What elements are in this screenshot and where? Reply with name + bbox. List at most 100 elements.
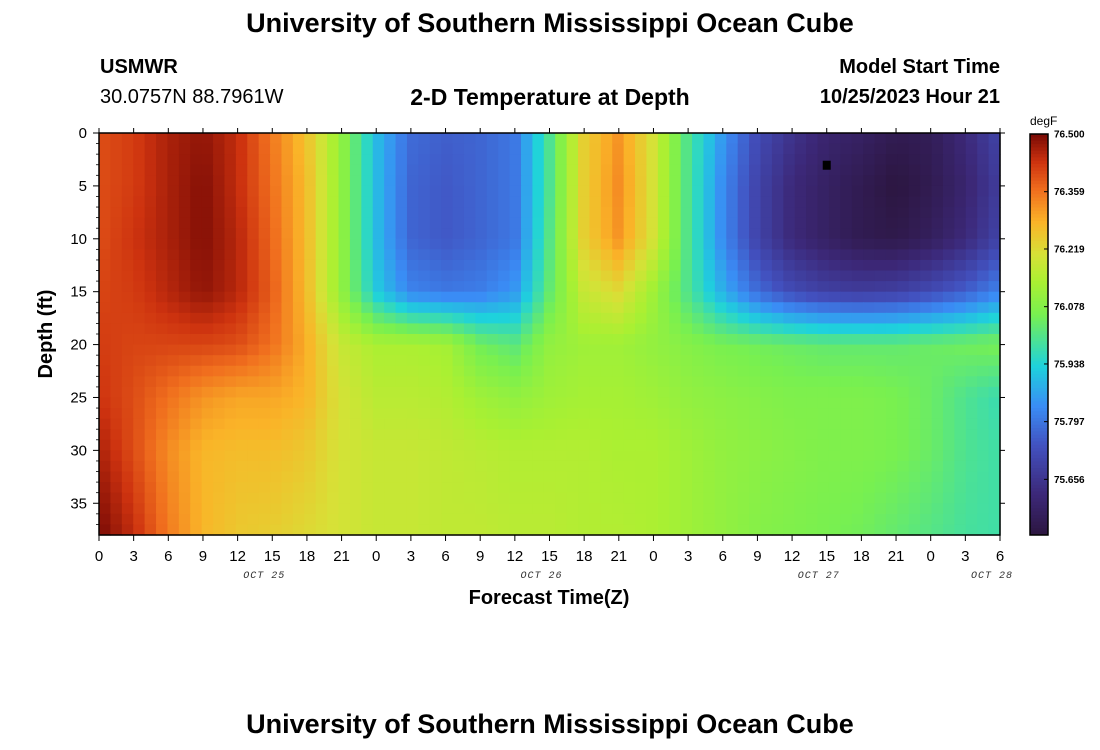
heatmap-cell bbox=[156, 185, 169, 198]
heatmap-cell bbox=[258, 291, 271, 303]
heatmap-cell bbox=[327, 154, 340, 166]
heatmap-cell bbox=[213, 196, 226, 208]
heatmap-cell bbox=[110, 133, 123, 145]
heatmap-cell bbox=[931, 376, 944, 388]
heatmap-cell bbox=[520, 439, 533, 451]
heatmap-cell bbox=[578, 143, 591, 155]
heatmap-cell bbox=[954, 270, 967, 282]
heatmap-cell bbox=[931, 355, 944, 367]
heatmap-cell bbox=[863, 344, 876, 356]
heatmap-cell bbox=[190, 439, 203, 451]
heatmap-cell bbox=[680, 376, 693, 388]
heatmap-cell bbox=[897, 344, 910, 356]
heatmap-cell bbox=[498, 207, 511, 219]
heatmap-cell bbox=[190, 249, 203, 261]
heatmap-cell bbox=[498, 429, 511, 441]
heatmap-cell bbox=[486, 249, 499, 261]
heatmap-cell bbox=[851, 259, 864, 272]
heatmap-cell bbox=[372, 492, 385, 504]
heatmap-cell bbox=[726, 450, 739, 462]
heatmap-cell bbox=[692, 386, 705, 399]
heatmap-cell bbox=[304, 524, 317, 536]
heatmap-cell bbox=[771, 259, 784, 272]
heatmap-cell bbox=[749, 365, 762, 377]
heatmap-cell bbox=[794, 196, 807, 208]
heatmap-cell bbox=[133, 281, 146, 293]
heatmap-cell bbox=[920, 418, 933, 430]
heatmap-cell bbox=[167, 513, 180, 526]
heatmap-cell bbox=[692, 164, 705, 176]
heatmap-cell bbox=[623, 196, 636, 208]
heatmap-cell bbox=[281, 302, 294, 314]
heatmap-cell bbox=[680, 207, 693, 219]
heatmap-cell bbox=[156, 365, 169, 377]
heatmap-cell bbox=[509, 312, 522, 325]
heatmap-cell bbox=[475, 365, 488, 377]
heatmap-cell bbox=[703, 281, 716, 293]
heatmap-cell bbox=[965, 207, 978, 219]
heatmap-cell bbox=[623, 238, 636, 250]
heatmap-cell bbox=[463, 270, 476, 282]
heatmap-cell bbox=[418, 175, 431, 187]
heatmap-cell bbox=[281, 334, 294, 346]
heatmap-cell bbox=[532, 429, 545, 441]
heatmap-cell bbox=[669, 281, 682, 293]
heatmap-cell bbox=[908, 259, 921, 272]
heatmap-cell bbox=[874, 513, 887, 526]
heatmap-cell bbox=[178, 270, 191, 282]
heatmap-cell bbox=[680, 492, 693, 504]
heatmap-cell bbox=[931, 482, 944, 494]
heatmap-cell bbox=[874, 312, 887, 325]
heatmap-cell bbox=[498, 196, 511, 208]
heatmap-cell bbox=[897, 429, 910, 441]
colorbar-segment bbox=[1030, 227, 1048, 232]
heatmap-cell bbox=[156, 450, 169, 462]
heatmap-cell bbox=[578, 312, 591, 325]
heatmap-cell bbox=[863, 408, 876, 420]
heatmap-cell bbox=[669, 238, 682, 250]
heatmap-cell bbox=[475, 207, 488, 219]
x-tick-label: 18 bbox=[853, 548, 870, 565]
heatmap-cell bbox=[828, 217, 841, 229]
heatmap-cell bbox=[828, 270, 841, 282]
colorbar-segment bbox=[1030, 247, 1048, 252]
heatmap-cell bbox=[167, 376, 180, 388]
heatmap-cell bbox=[156, 323, 169, 335]
heatmap-cell bbox=[498, 503, 511, 515]
heatmap-cell bbox=[794, 408, 807, 420]
heatmap-cell bbox=[783, 386, 796, 399]
heatmap-cell bbox=[395, 259, 408, 272]
heatmap-cell bbox=[304, 217, 317, 229]
heatmap-cell bbox=[532, 513, 545, 526]
heatmap-cell bbox=[349, 408, 362, 420]
heatmap-cell bbox=[863, 133, 876, 145]
heatmap-cell bbox=[942, 175, 955, 187]
heatmap-cell bbox=[304, 323, 317, 335]
heatmap-cell bbox=[726, 355, 739, 367]
heatmap-cell bbox=[156, 164, 169, 176]
heatmap-cell bbox=[258, 164, 271, 176]
heatmap-cell bbox=[988, 429, 1001, 441]
heatmap-cell bbox=[224, 397, 237, 409]
heatmap-cell bbox=[452, 439, 465, 451]
x-axis-title: Forecast Time(Z) bbox=[469, 587, 630, 609]
heatmap-cell bbox=[897, 513, 910, 526]
heatmap-cell bbox=[612, 397, 625, 409]
heatmap-cell bbox=[384, 365, 397, 377]
heatmap-cell bbox=[680, 460, 693, 473]
heatmap-cell bbox=[714, 334, 727, 346]
colorbar-segment bbox=[1030, 140, 1048, 145]
heatmap-cell bbox=[361, 238, 374, 250]
heatmap-cell bbox=[178, 397, 191, 409]
heatmap-cell bbox=[600, 397, 613, 409]
heatmap-cell bbox=[441, 291, 454, 303]
heatmap-cell bbox=[703, 185, 716, 198]
heatmap-cell bbox=[156, 270, 169, 282]
heatmap-cell bbox=[361, 524, 374, 536]
heatmap-cell bbox=[612, 217, 625, 229]
heatmap-cell bbox=[110, 492, 123, 504]
heatmap-cell bbox=[509, 259, 522, 272]
colorbar-segment bbox=[1030, 207, 1048, 212]
heatmap-cell bbox=[178, 418, 191, 430]
heatmap-cell bbox=[133, 334, 146, 346]
